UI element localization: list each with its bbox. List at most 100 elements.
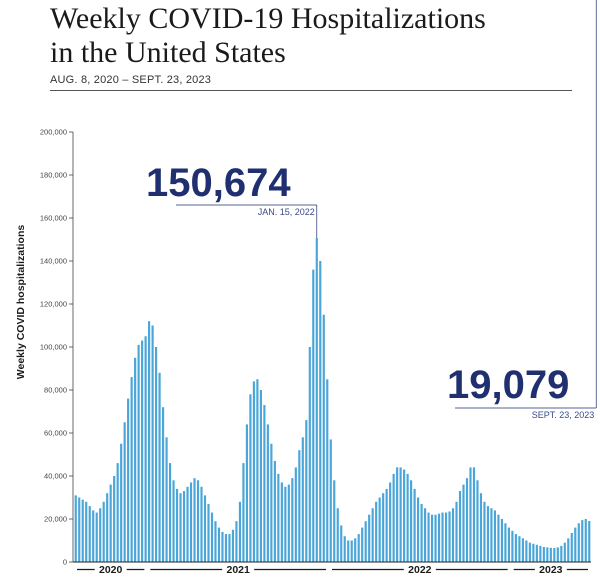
- y-tick-label: 40,000: [44, 472, 67, 481]
- bar: [525, 540, 528, 562]
- bar: [549, 547, 552, 562]
- bar: [364, 521, 367, 562]
- bar: [137, 344, 140, 562]
- bar: [109, 484, 112, 562]
- y-tick-label: 80,000: [44, 386, 67, 395]
- y-tick-label: 20,000: [44, 515, 67, 524]
- bar: [455, 501, 458, 562]
- bar: [217, 527, 221, 562]
- bar: [451, 508, 455, 562]
- bar: [249, 394, 252, 562]
- bar: [375, 501, 378, 562]
- bar: [444, 512, 448, 562]
- bar: [277, 473, 280, 562]
- bar: [120, 443, 123, 562]
- bar: [368, 514, 371, 562]
- bar: [315, 238, 318, 563]
- bar: [465, 478, 469, 562]
- bar: [144, 336, 147, 562]
- bar: [385, 488, 388, 562]
- bar: [560, 545, 563, 563]
- y-tick-label: 140,000: [40, 257, 67, 266]
- bar: [284, 486, 287, 562]
- bar: [417, 497, 420, 562]
- bar: [469, 467, 472, 562]
- y-axis: 0 20,000 40,000 60,000 80,000 100,000 120,000 1…: [40, 128, 74, 567]
- bar: [168, 463, 172, 562]
- bar: [189, 482, 193, 562]
- bar: [95, 512, 98, 562]
- bar: [252, 381, 255, 562]
- bar: [298, 450, 301, 562]
- bar: [106, 493, 109, 562]
- bar: [203, 495, 207, 562]
- bar: [182, 491, 186, 562]
- bar: [553, 548, 556, 562]
- bar: [238, 501, 242, 562]
- bar: [462, 484, 465, 562]
- bar: [472, 467, 476, 562]
- bar: [148, 321, 151, 562]
- bar: [563, 542, 566, 562]
- bar: [151, 325, 154, 562]
- x-year-label: 2021: [227, 564, 251, 576]
- latest-date-annotation: SEPT. 23, 2023: [532, 410, 595, 420]
- bar: [78, 497, 81, 562]
- bar: [413, 488, 416, 562]
- bar: [210, 512, 214, 562]
- bar: [410, 480, 413, 562]
- bar: [116, 463, 119, 562]
- bar: [392, 473, 395, 562]
- y-tick-label: 100,000: [40, 343, 67, 352]
- bar: [430, 514, 434, 562]
- y-axis-label: Weekly COVID hospitalizations: [15, 225, 27, 380]
- bar: [134, 357, 137, 562]
- bar: [574, 527, 577, 562]
- y-tick-label: 200,000: [40, 128, 67, 137]
- bar: [231, 529, 235, 562]
- bar: [340, 525, 343, 562]
- y-tick-label: 180,000: [40, 171, 67, 180]
- bar: [161, 407, 165, 562]
- x-year-label: 2020: [99, 564, 123, 576]
- bar: [228, 534, 231, 562]
- bar: [448, 511, 451, 562]
- bar: [343, 536, 346, 562]
- bar: [130, 377, 133, 562]
- bar: [476, 480, 479, 562]
- bar: [186, 486, 189, 562]
- bar: [256, 379, 259, 562]
- bar: [123, 422, 126, 562]
- bar: [245, 424, 248, 562]
- bar: [518, 536, 521, 562]
- bar: [193, 478, 196, 562]
- bar: [294, 467, 297, 562]
- bar: [382, 493, 385, 562]
- bar: [235, 521, 238, 562]
- bar: [207, 503, 210, 562]
- bar: [319, 261, 322, 562]
- bar: [214, 521, 217, 562]
- chart-title-line1: Weekly COVID-19 Hospitalizations: [50, 2, 486, 35]
- bar: [179, 493, 182, 562]
- bar: [371, 508, 374, 562]
- bar: [200, 486, 203, 562]
- bar: [497, 514, 500, 562]
- bar: [434, 514, 437, 562]
- bar: [172, 480, 175, 562]
- bar: [483, 501, 486, 562]
- bar: [81, 499, 84, 562]
- bar: [511, 530, 514, 562]
- y-tick-label: 0: [63, 558, 67, 567]
- bar: [521, 538, 524, 562]
- y-tick-label: 160,000: [40, 214, 67, 223]
- bar: [458, 491, 462, 562]
- bar: [479, 493, 483, 562]
- bar: [507, 527, 510, 562]
- bar: [308, 347, 311, 562]
- bar: [263, 405, 266, 562]
- bar: [588, 520, 591, 562]
- bar: [141, 340, 144, 562]
- bar: [85, 501, 88, 562]
